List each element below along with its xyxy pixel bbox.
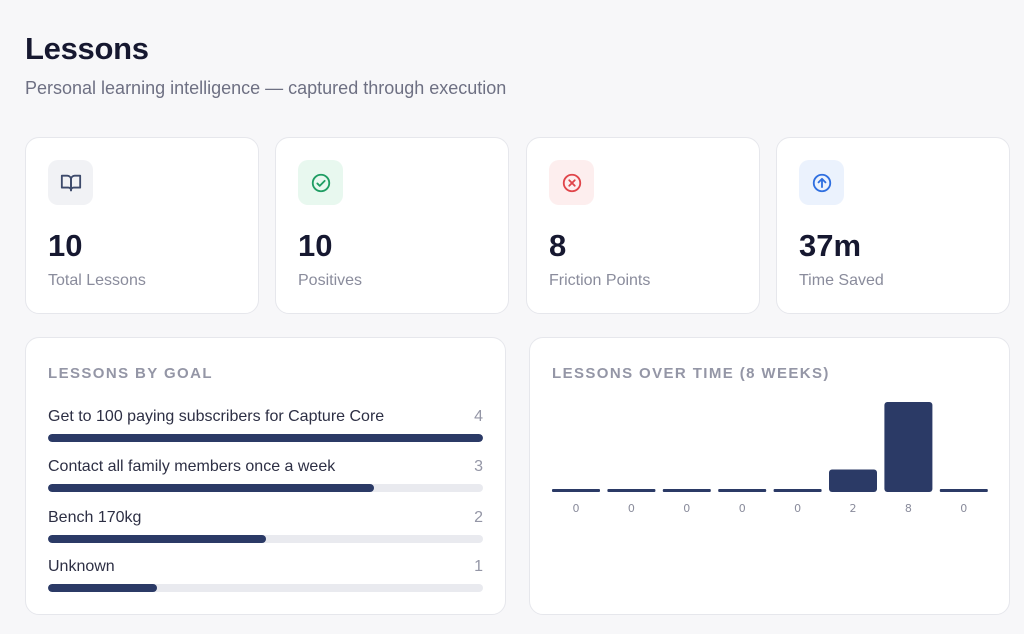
check-circle-icon xyxy=(298,160,343,205)
goal-progress-track xyxy=(48,484,483,492)
goal-count: 2 xyxy=(474,509,483,526)
stat-label: Total Lessons xyxy=(48,272,146,289)
x-circle-icon xyxy=(549,160,594,205)
chart-data-label: 0 xyxy=(628,502,635,515)
stat-card-total-lessons: 10 Total Lessons xyxy=(25,137,259,314)
chart-data-label: 2 xyxy=(850,502,857,515)
page-subtitle: Personal learning intelligence — capture… xyxy=(25,78,507,98)
chart-bar xyxy=(718,489,767,492)
goal-progress-fill xyxy=(48,535,266,543)
chart-data-label: 0 xyxy=(573,502,580,515)
goal-progress-fill xyxy=(48,434,483,442)
chart-bar xyxy=(607,489,656,492)
chart-bar xyxy=(939,489,988,492)
goal-progress-track xyxy=(48,584,483,592)
chart-bar xyxy=(829,469,877,492)
goal-label: Get to 100 paying subscribers for Captur… xyxy=(48,408,385,425)
stat-value: 37m xyxy=(799,228,862,263)
chart-data-label: 0 xyxy=(683,502,690,515)
goal-count: 1 xyxy=(474,558,483,575)
goal-progress-fill xyxy=(48,484,375,492)
stat-value: 10 xyxy=(298,228,333,263)
goal-progress-track xyxy=(48,434,483,442)
chart-data-label: 0 xyxy=(960,502,967,515)
stat-value: 8 xyxy=(549,228,567,263)
goal-label: Bench 170kg xyxy=(48,509,142,526)
lessons-by-goal-panel: LESSONS BY GOAL Get to 100 paying subscr… xyxy=(25,337,506,615)
chart-bar xyxy=(773,489,822,492)
stat-label: Time Saved xyxy=(799,272,884,289)
arrow-up-circle-icon xyxy=(799,160,844,205)
stat-value: 10 xyxy=(48,228,83,263)
stat-card-positives: 10 Positives xyxy=(275,137,509,314)
goal-count: 4 xyxy=(474,408,483,425)
page-title: Lessons xyxy=(25,31,149,66)
stat-card-friction-points: 8 Friction Points xyxy=(526,137,760,314)
lessons-over-time-chart: 0 0 0 0 0 2 8 0 xyxy=(552,402,988,515)
stat-label: Friction Points xyxy=(549,272,651,289)
stat-card-time-saved: 37m Time Saved xyxy=(776,137,1010,314)
chart-bar xyxy=(884,402,933,492)
chart-bar xyxy=(552,489,600,492)
stat-label: Positives xyxy=(298,272,363,289)
chart-data-label: 0 xyxy=(739,502,746,515)
goal-count: 3 xyxy=(474,458,483,475)
chart-data-label: 8 xyxy=(905,502,912,515)
goal-label: Unknown xyxy=(48,558,115,575)
chart-data-label: 0 xyxy=(794,502,801,515)
goal-label: Contact all family members once a week xyxy=(48,458,336,475)
panel-title: LESSONS BY GOAL xyxy=(48,365,213,382)
goal-progress-fill xyxy=(48,584,157,592)
panel-title: LESSONS OVER TIME (8 WEEKS) xyxy=(552,365,830,382)
book-open-icon xyxy=(48,160,93,205)
goal-progress-track xyxy=(48,535,483,543)
chart-bar xyxy=(662,489,711,492)
lessons-over-time-panel: LESSONS OVER TIME (8 WEEKS) 0 0 0 0 0 2 8 0 xyxy=(529,337,1010,615)
